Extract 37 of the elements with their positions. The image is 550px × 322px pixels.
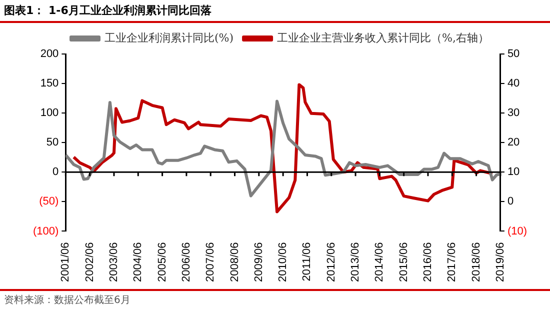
x-tick-label: 2012/06 [325, 242, 338, 282]
x-tick-label: 2003/06 [108, 242, 120, 282]
y2-tick-label: 40 [507, 78, 520, 90]
y-tick-label: 200 [40, 48, 59, 60]
y-tick-label: 50 [46, 136, 59, 149]
x-tick-label: 2014/06 [374, 242, 386, 282]
x-tick-label: 2018/06 [470, 242, 482, 282]
x-tick-label: 2011/06 [301, 242, 314, 282]
x-tick-label: 2002/06 [84, 242, 96, 282]
legend-label: 工业企业主营业务收入累计同比（%,右轴） [277, 31, 489, 44]
y-tick-label: 0 [52, 166, 59, 178]
x-tick-label: 2010/06 [277, 242, 290, 282]
x-tick-label: 2005/06 [156, 242, 168, 282]
x-tick-label: 2001/06 [60, 242, 72, 282]
y-tick-label: 150 [40, 78, 59, 90]
y-tick-label: (50) [39, 196, 59, 208]
x-tick-label: 2004/06 [132, 242, 144, 282]
text: 资料来源：数据公布截至6月 [0, 289, 550, 310]
x-tick-label: 2013/06 [350, 242, 362, 282]
x-tick-label: 2016/06 [422, 242, 434, 282]
x-tick-label: 2007/06 [204, 242, 217, 282]
y2-tick-label: 10 [507, 166, 520, 178]
chart-title: 图表1： 1-6月工业企业利润累计同比回落 [0, 0, 550, 23]
y2-tick-label: 20 [507, 136, 520, 149]
y2-tick-label: (10) [507, 225, 527, 238]
x-tick-label: 2017/06 [446, 242, 458, 282]
y-tick-label: 100 [40, 107, 59, 120]
y2-tick-label: 0 [507, 196, 514, 208]
x-tick-label: 2008/06 [228, 242, 241, 282]
x-tick-label: 2019/06 [494, 242, 506, 282]
x-tick-label: 2015/06 [398, 242, 410, 282]
y2-tick-label: 30 [507, 107, 520, 120]
legend-label: 工业企业利润累计同比(%) [104, 31, 234, 44]
y-tick-label: (100) [32, 225, 59, 238]
y2-tick-label: 50 [507, 48, 520, 60]
x-tick-label: 2006/06 [180, 242, 192, 282]
x-tick-label: 2009/06 [252, 242, 265, 282]
